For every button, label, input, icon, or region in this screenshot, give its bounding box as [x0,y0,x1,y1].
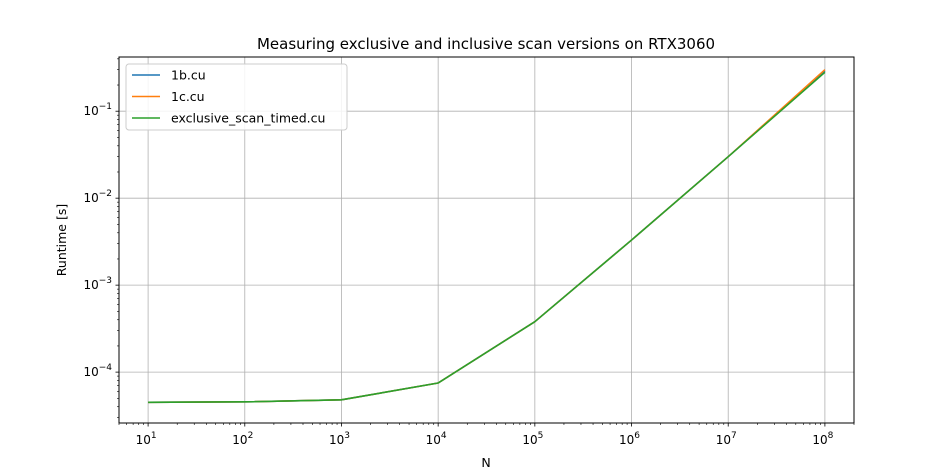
x-tick-label: 105 [522,431,543,447]
legend-label: 1b.cu [171,68,206,83]
y-tick-label: 10−2 [83,189,112,205]
y-axis-label: Runtime [s] [54,204,69,276]
y-tick-label: 10−3 [83,276,112,292]
legend-label: exclusive_scan_timed.cu [171,111,325,126]
x-axis-ticks: 101 102 103 104 105 106 107 108 [136,423,834,447]
x-tick-label: 102 [232,431,253,447]
x-tick-label: 101 [136,431,157,447]
series-line-3 [148,71,826,404]
x-tick-label: 107 [716,431,737,447]
x-tick-label: 106 [619,431,640,447]
x-tick-label: 108 [812,431,833,447]
y-axis-ticks: 10−4 10−3 10−2 10−1 [83,102,119,379]
legend-label: 1c.cu [171,89,205,104]
x-tick-label: 104 [426,431,447,447]
x-tick-label: 103 [329,431,350,447]
chart-title: Measuring exclusive and inclusive scan v… [257,35,715,53]
y-tick-label: 10−4 [83,363,112,379]
plot-frame [118,56,855,424]
legend-box [125,63,348,131]
legend: 1b.cu 1c.cu exclusive_scan_timed.cu [125,63,348,131]
y-tick-label: 10−1 [83,102,112,118]
x-axis-label: N [481,455,490,470]
series-lines [148,69,826,404]
